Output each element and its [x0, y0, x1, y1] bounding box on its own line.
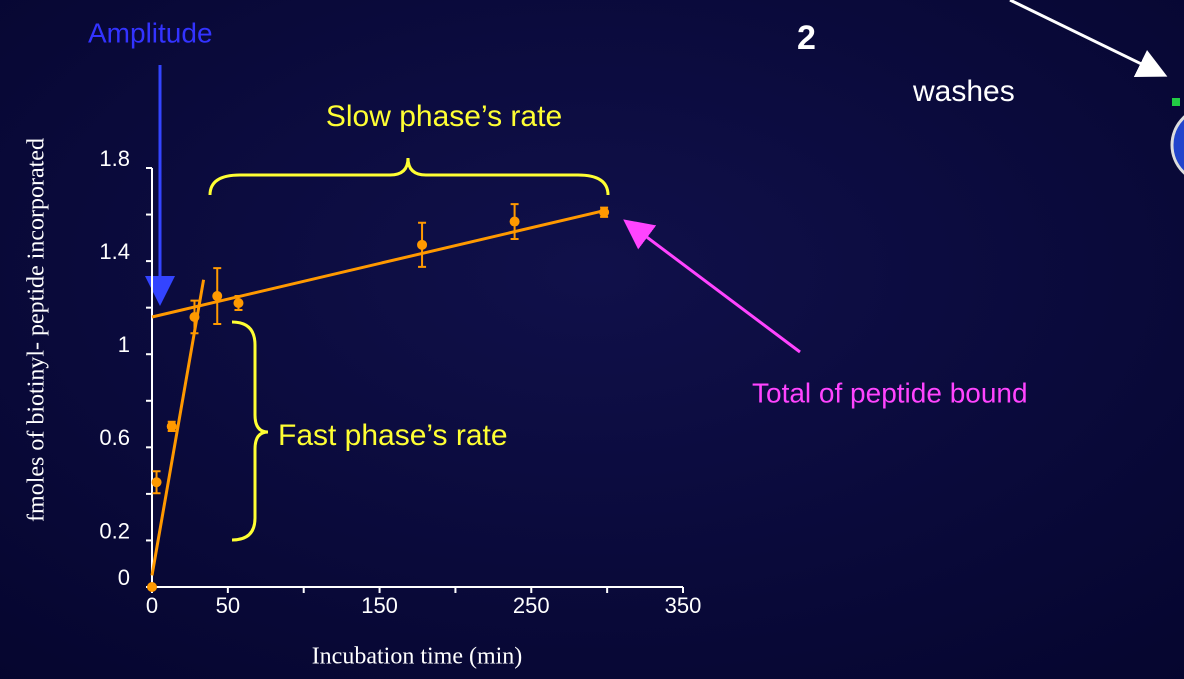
- data-point: [212, 291, 222, 301]
- y-axis-title: fmoles of biotinyl- peptide incorporated: [24, 138, 50, 522]
- y-tick-label: 0.6: [99, 425, 130, 450]
- x-tick-label: 0: [146, 593, 158, 618]
- fast-label: Fast phase’s rate: [278, 419, 508, 452]
- amplitude-label: Amplitude: [88, 17, 213, 48]
- data-point: [510, 217, 520, 227]
- x-tick-label: 50: [216, 593, 240, 618]
- icon-marker: [1172, 98, 1180, 106]
- data-point: [147, 582, 157, 592]
- x-tick-label: 250: [513, 593, 550, 618]
- y-tick-label: 0.2: [99, 518, 130, 543]
- data-point: [599, 207, 609, 217]
- data-point: [189, 312, 199, 322]
- step-label: washes: [912, 75, 1015, 108]
- y-tick-label: 0: [118, 565, 130, 590]
- data-point: [167, 421, 177, 431]
- y-tick-label: 1.8: [99, 146, 130, 171]
- slow-label: Slow phase’s rate: [326, 100, 562, 133]
- slide: 2 washes Amplitude Slow phase’s rate Fas…: [0, 0, 1184, 679]
- page: 2 washes Amplitude Slow phase’s rate Fas…: [0, 0, 1184, 679]
- x-tick-label: 150: [361, 593, 398, 618]
- x-tick-label: 350: [665, 593, 702, 618]
- y-tick-label: 1.4: [99, 239, 130, 264]
- data-point: [152, 477, 162, 487]
- slide-number: 2: [797, 19, 816, 57]
- data-point: [233, 298, 243, 308]
- data-point: [417, 240, 427, 250]
- x-axis-title: Incubation time (min): [312, 644, 523, 670]
- total-label: Total of peptide bound: [752, 377, 1028, 408]
- y-tick-label: 1: [118, 332, 130, 357]
